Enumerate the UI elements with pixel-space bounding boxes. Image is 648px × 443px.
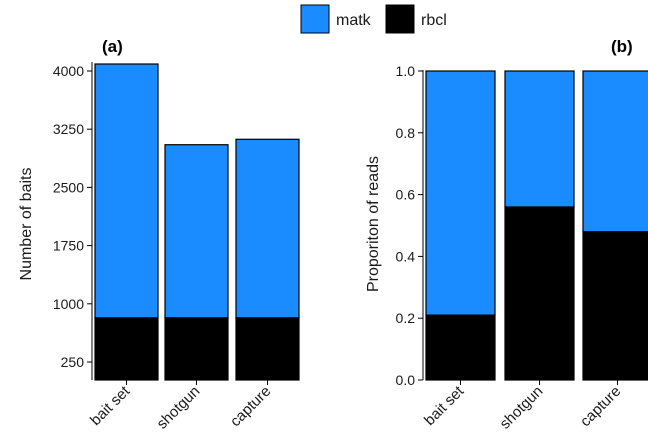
panel-a-y-tick-label: 1000	[53, 296, 84, 312]
panel-a-y-tick-label: 1750	[53, 238, 84, 254]
panel-a-x-tick-label: shotgun	[154, 383, 204, 433]
panel-b-x-tick-label: bait set	[421, 382, 468, 429]
legend-swatch-rbcl	[385, 4, 415, 34]
panel-b-x-tick-label: capture	[577, 383, 624, 430]
panel-b-y-tick-label: 0.6	[396, 187, 416, 203]
panel-b-y-axis-label: Proporiton of reads	[365, 156, 382, 292]
panel-a-label: (a)	[102, 37, 123, 56]
panel-a-y-axis-label: Number of baits	[18, 168, 35, 281]
panel-a-bar-rbcl-bait-set	[94, 317, 159, 381]
panel-a-y-tick-label: 4000	[53, 63, 84, 79]
panel-a-bar-rbcl-shotgun	[164, 317, 229, 381]
panel-b-y-tick-label: 0.2	[396, 310, 416, 326]
panel-b-bars	[425, 70, 648, 381]
panel-b-bar-rbcl-shotgun	[504, 206, 575, 381]
panel-a-y-tick-label: 2500	[53, 179, 84, 195]
panel-b-bar-matk-capture	[582, 70, 648, 233]
panel-b-y-tick-label: 0.0	[396, 372, 416, 388]
panel-a-bars	[94, 63, 300, 381]
panel-b-y-axis: 0.0 0.2 0.4 0.6 0.8 1.0	[396, 63, 424, 388]
panel-a-bar-matk-bait-set	[94, 63, 159, 319]
panel-b-bar-rbcl-capture	[582, 231, 648, 381]
panel-b-y-tick-label: 0.8	[396, 125, 416, 141]
panel-a-bar-rbcl-capture	[235, 317, 300, 381]
panel-a-y-tick-label: 3250	[53, 121, 84, 137]
legend-label-matk: matk	[336, 12, 372, 29]
panel-a-x-tick-label: capture	[227, 383, 274, 430]
panel-b-y-tick-label: 0.4	[396, 248, 416, 264]
panel-a-y-axis: 250 1000 1750 2500 3250 4000	[53, 62, 93, 380]
panel-b-x-axis: bait set shotgun capture	[421, 380, 624, 433]
panel-a: (a) Number of baits 250 1000 1750 2500 3250 4…	[18, 37, 300, 433]
panel-a-bar-matk-shotgun	[164, 144, 229, 319]
panel-b-bar-matk-bait-set	[425, 70, 496, 316]
legend-label-rbcl: rbcl	[421, 12, 447, 29]
panel-a-y-tick-label: 250	[61, 354, 85, 370]
panel-a-bar-matk-capture	[235, 138, 300, 319]
legend: matk rbcl	[300, 4, 447, 34]
panel-b: (b) Proporiton of reads 0.0 0.2 0.4 0.6 0.8 1…	[365, 37, 648, 433]
panel-b-bar-matk-shotgun	[504, 70, 575, 208]
panel-a-x-tick-label: bait set	[87, 382, 134, 429]
panel-b-x-tick-label: shotgun	[497, 383, 547, 433]
panel-b-bar-rbcl-bait-set	[425, 314, 496, 381]
panel-a-x-axis: bait set shotgun capture	[87, 380, 274, 433]
panel-b-y-tick-label: 1.0	[396, 63, 416, 79]
legend-swatch-matk	[300, 4, 330, 34]
panel-b-label: (b)	[611, 37, 633, 56]
